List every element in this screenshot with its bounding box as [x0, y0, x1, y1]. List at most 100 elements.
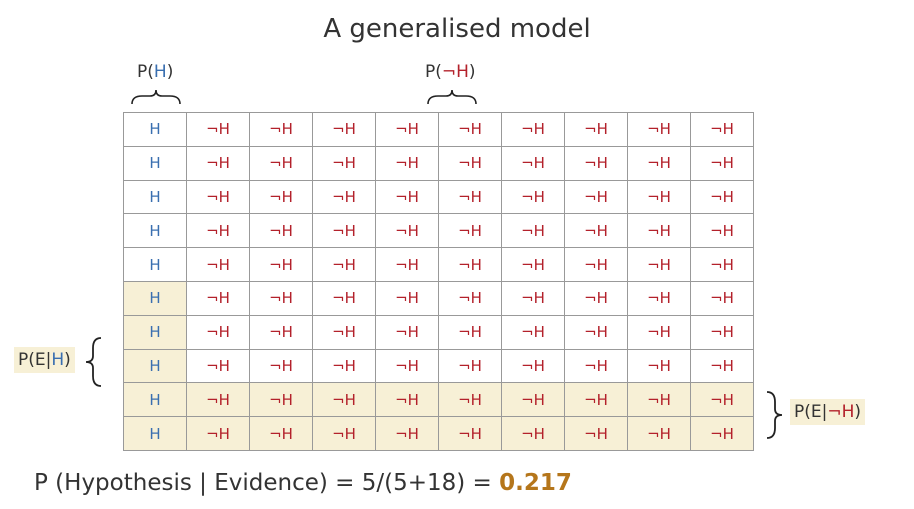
p-h-label: P(H) — [137, 62, 173, 82]
grid-cell-not-h: ¬H — [250, 180, 313, 215]
grid-cell-not-h: ¬H — [502, 281, 565, 316]
grid-cell-not-h: ¬H — [565, 349, 628, 384]
grid-cell-not-h: ¬H — [250, 281, 313, 316]
grid-cell-not-h: ¬H — [502, 349, 565, 384]
grid-cell-not-h: ¬H — [502, 146, 565, 181]
grid-cell-not-h: ¬H — [439, 113, 502, 147]
grid-cell-not-h: ¬H — [187, 214, 250, 249]
grid-cell-h: H — [124, 248, 187, 282]
grid-cell-not-h: ¬H — [565, 383, 628, 418]
grid-cell-not-h: ¬H — [691, 281, 754, 316]
p-h-prefix: P( — [137, 62, 154, 82]
grid-cell-not-h: ¬H — [313, 281, 376, 316]
grid-cell-not-h: ¬H — [439, 248, 502, 282]
grid-cell-not-h: ¬H — [187, 113, 250, 147]
grid-cell-not-h: ¬H — [691, 315, 754, 350]
grid-cell-not-h: ¬H — [187, 349, 250, 384]
grid-cell-not-h: ¬H — [250, 146, 313, 181]
grid-cell-not-h: ¬H — [313, 113, 376, 147]
grid-cell-h: H — [124, 349, 187, 384]
grid-cell-not-h: ¬H — [187, 180, 250, 215]
grid-cell-not-h: ¬H — [376, 315, 439, 350]
p-e-h-symbol: H — [51, 350, 65, 370]
grid-cell-not-h: ¬H — [250, 248, 313, 282]
grid-cell-not-h: ¬H — [691, 146, 754, 181]
grid-cell-h: H — [124, 214, 187, 249]
grid-cell-not-h: ¬H — [502, 248, 565, 282]
grid-cell-not-h: ¬H — [691, 349, 754, 384]
grid-cell-not-h: ¬H — [439, 146, 502, 181]
grid-cell-not-h: ¬H — [187, 383, 250, 418]
p-e-nh-prefix: P(E| — [794, 402, 828, 422]
p-not-h-suffix: ) — [468, 62, 476, 82]
p-e-h-prefix: P(E| — [18, 350, 52, 370]
grid-cell-h: H — [124, 146, 187, 181]
p-e-nh-suffix: ) — [854, 402, 862, 422]
grid-cell-not-h: ¬H — [565, 417, 628, 451]
population-grid: H ¬H ¬H ¬H ¬H ¬H ¬H ¬H ¬H ¬H H ¬H ¬H ¬H ¬H ¬H ¬H ¬H ¬H ¬H H ¬… — [123, 112, 754, 451]
grid-cell-not-h: ¬H — [376, 281, 439, 316]
grid-cell-not-h: ¬H — [187, 248, 250, 282]
grid-cell-not-h: ¬H — [187, 281, 250, 316]
grid-cell-not-h: ¬H — [313, 383, 376, 418]
grid-cell-not-h: ¬H — [628, 383, 691, 418]
grid-cell-not-h: ¬H — [628, 113, 691, 147]
bayes-formula: P (Hypothesis | Evidence) = 5/(5+18) = 0… — [34, 470, 572, 496]
grid-cell-not-h: ¬H — [376, 214, 439, 249]
grid-cell-not-h: ¬H — [439, 349, 502, 384]
grid-cell-not-h: ¬H — [691, 248, 754, 282]
grid-cell-not-h: ¬H — [691, 417, 754, 451]
grid-cell-not-h: ¬H — [628, 180, 691, 215]
grid-cell-not-h: ¬H — [691, 180, 754, 215]
grid-cell-not-h: ¬H — [376, 248, 439, 282]
grid-cell-not-h: ¬H — [691, 214, 754, 249]
diagram-title: A generalised model — [323, 14, 591, 44]
grid-cell-not-h: ¬H — [628, 417, 691, 451]
grid-cell-not-h: ¬H — [628, 214, 691, 249]
p-not-h-symbol: ¬H — [441, 62, 469, 82]
p-not-h-label: P(¬H) — [425, 62, 476, 82]
grid-cell-not-h: ¬H — [628, 248, 691, 282]
grid-cell-not-h: ¬H — [376, 383, 439, 418]
p-e-given-h-brace — [85, 337, 102, 387]
grid-cell-not-h: ¬H — [502, 214, 565, 249]
grid-cell-h: H — [124, 281, 187, 316]
grid-cell-not-h: ¬H — [628, 349, 691, 384]
p-h-suffix: ) — [166, 62, 174, 82]
grid-cell-not-h: ¬H — [502, 315, 565, 350]
grid-cell-h: H — [124, 315, 187, 350]
grid-cell-not-h: ¬H — [187, 417, 250, 451]
p-e-h-suffix: ) — [64, 350, 71, 370]
p-h-brace — [131, 89, 181, 105]
grid-cell-not-h: ¬H — [376, 113, 439, 147]
p-e-given-h-label: P(E|H) — [14, 347, 75, 373]
grid-cell-not-h: ¬H — [439, 383, 502, 418]
grid-cell-not-h: ¬H — [376, 146, 439, 181]
grid-cell-not-h: ¬H — [691, 383, 754, 418]
grid-cell-not-h: ¬H — [187, 315, 250, 350]
grid-cell-not-h: ¬H — [628, 281, 691, 316]
grid-cell-not-h: ¬H — [250, 383, 313, 418]
grid-cell-not-h: ¬H — [628, 315, 691, 350]
grid-cell-not-h: ¬H — [565, 180, 628, 215]
formula-result: 0.217 — [499, 470, 572, 496]
grid-cell-h: H — [124, 383, 187, 418]
grid-cell-not-h: ¬H — [691, 113, 754, 147]
grid-cell-not-h: ¬H — [313, 248, 376, 282]
grid-cell-not-h: ¬H — [439, 180, 502, 215]
grid-cell-not-h: ¬H — [439, 417, 502, 451]
grid-cell-not-h: ¬H — [376, 417, 439, 451]
p-e-nh-symbol: ¬H — [827, 402, 855, 422]
grid-cell-not-h: ¬H — [313, 315, 376, 350]
grid-cell-not-h: ¬H — [502, 417, 565, 451]
grid-cell-not-h: ¬H — [565, 214, 628, 249]
grid-cell-not-h: ¬H — [313, 146, 376, 181]
grid-cell-not-h: ¬H — [187, 146, 250, 181]
formula-text: P (Hypothesis | Evidence) = 5/(5+18) = — [34, 470, 500, 496]
p-not-h-brace — [427, 89, 477, 105]
grid-cell-not-h: ¬H — [250, 417, 313, 451]
grid-cell-not-h: ¬H — [313, 180, 376, 215]
p-h-symbol: H — [153, 62, 167, 82]
grid-cell-not-h: ¬H — [439, 281, 502, 316]
grid-cell-not-h: ¬H — [565, 146, 628, 181]
